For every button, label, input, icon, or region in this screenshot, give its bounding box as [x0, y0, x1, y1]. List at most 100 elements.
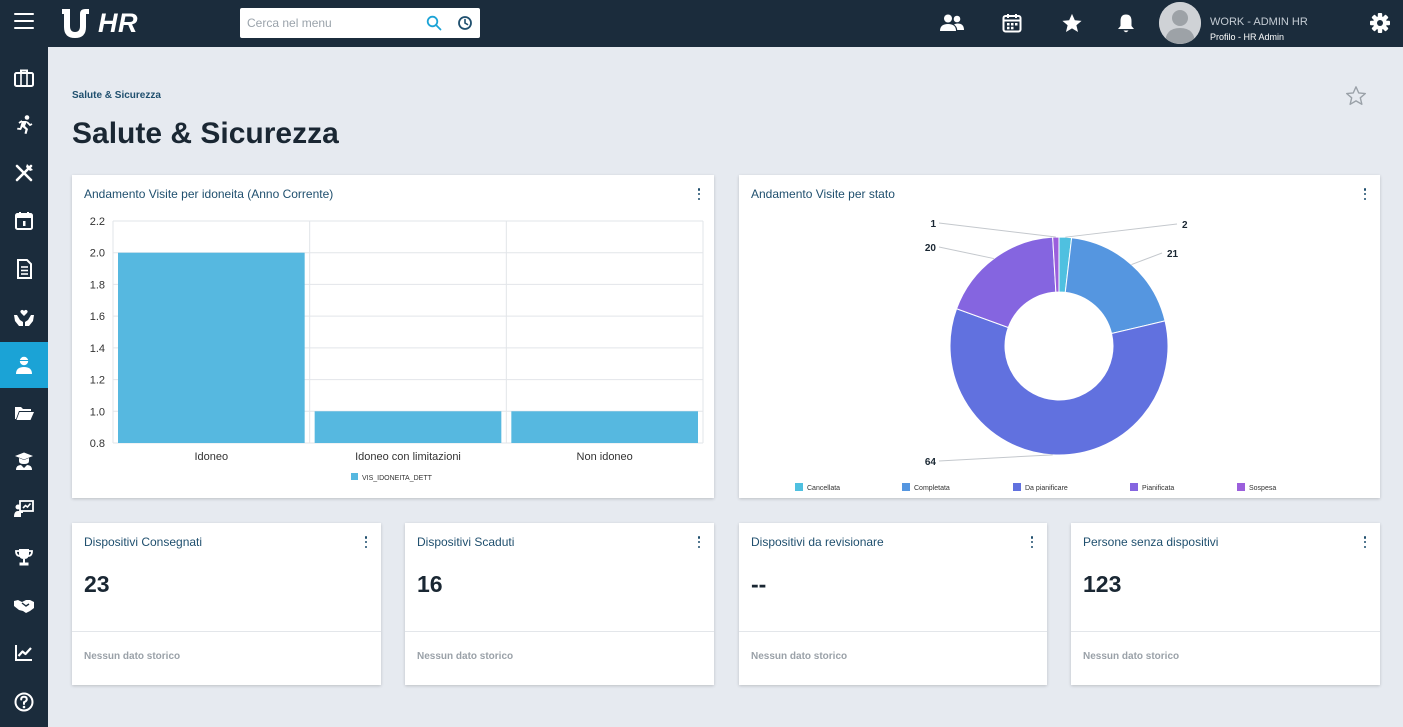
briefcase-icon[interactable]: [0, 55, 48, 101]
history-icon[interactable]: [457, 15, 473, 31]
bar[interactable]: [314, 411, 502, 443]
kebab-menu-icon[interactable]: [694, 187, 704, 201]
pie-slice[interactable]: [1052, 236, 1060, 293]
user-role: Profilo - HR Admin: [1210, 32, 1285, 42]
slice-value-label: 64: [925, 457, 937, 468]
leader-line: [1065, 223, 1178, 238]
card-title: Andamento Visite per idoneita (Anno Corr…: [84, 187, 334, 201]
app-name: HR: [98, 7, 138, 38]
slice-value-label: 21: [1167, 249, 1179, 260]
kpi-card: Dispositivi da revisionare -- Nessun dat…: [739, 523, 1047, 685]
presentation-icon[interactable]: [0, 486, 48, 532]
gear-icon[interactable]: [1369, 12, 1391, 34]
users-icon[interactable]: [940, 12, 964, 34]
donut-chart: 2 21 64 20 1 Cancellata Completata Da pianifica…: [795, 219, 1276, 492]
legend-swatch: [902, 483, 910, 491]
kpi-card: Dispositivi Scaduti 16 Nessun dato stori…: [405, 523, 714, 685]
leader-line: [938, 246, 995, 260]
hands-heart-icon[interactable]: [0, 294, 48, 340]
user-safety-icon[interactable]: [0, 342, 48, 388]
legend-swatch: [1130, 483, 1138, 491]
y-tick-label: 1.2: [90, 375, 105, 387]
y-tick-label: 0.8: [90, 438, 105, 450]
legend-label[interactable]: Da pianificare: [1025, 485, 1068, 492]
kpi-title: Dispositivi da revisionare: [751, 535, 884, 549]
kpi-footer: Nessun dato storico: [1083, 651, 1180, 662]
x-tick-label: Idoneo: [195, 451, 229, 463]
kpi-footer: Nessun dato storico: [751, 651, 848, 662]
bar-chart-card: Andamento Visite per idoneita (Anno Corr…: [72, 175, 714, 498]
y-tick-label: 1.0: [90, 406, 105, 418]
kebab-menu-icon[interactable]: [1360, 187, 1370, 201]
kebab-menu-icon[interactable]: [1027, 535, 1037, 549]
handshake-icon[interactable]: [0, 582, 48, 628]
pie-slice[interactable]: [1058, 236, 1073, 293]
legend-swatch: [795, 483, 803, 491]
menu-search-input[interactable]: [240, 8, 420, 38]
kpi-card: Dispositivi Consegnati 23 Nessun dato st…: [72, 523, 381, 685]
y-tick-label: 1.6: [90, 311, 105, 323]
favorite-star-icon[interactable]: [1345, 85, 1367, 107]
kebab-menu-icon[interactable]: [694, 535, 704, 549]
y-tick-label: 2.0: [90, 248, 105, 260]
kpi-title: Dispositivi Consegnati: [84, 535, 203, 549]
legend-swatch: [1013, 483, 1021, 491]
y-tick-label: 2.2: [90, 216, 105, 228]
graduate-icon[interactable]: [0, 438, 48, 484]
calendar-icon[interactable]: [1000, 12, 1024, 34]
bar-chart: 2.2 2.0 1.8 1.6 1.4 1.2 1.0 0.8 Idoneo Idoneo con…: [90, 216, 704, 482]
legend-label[interactable]: Completata: [914, 485, 950, 492]
star-icon[interactable]: [1060, 12, 1084, 34]
slice-value-label: 20: [925, 243, 937, 254]
kpi-card: Persone senza dispositivi 123 Nessun dat…: [1071, 523, 1380, 685]
menu-search: [240, 8, 480, 38]
page-title: Salute & Sicurezza: [72, 117, 339, 150]
app-logo[interactable]: HR: [58, 6, 138, 40]
card-title: Andamento Visite per stato: [751, 187, 895, 201]
folder-open-icon[interactable]: [0, 390, 48, 436]
y-tick-label: 1.4: [90, 343, 105, 355]
legend-label[interactable]: Pianificata: [1142, 485, 1174, 492]
legend-label[interactable]: Cancellata: [807, 485, 840, 492]
divider: [405, 631, 714, 632]
leader-line: [938, 222, 1056, 238]
slice-value-label: 1: [930, 219, 936, 230]
y-tick-label: 1.8: [90, 279, 105, 291]
user-name[interactable]: WORK - ADMIN HR: [1210, 16, 1308, 28]
x-tick-label: Idoneo con limitazioni: [355, 451, 461, 463]
menu-toggle-button[interactable]: [14, 13, 34, 33]
bar[interactable]: [118, 252, 305, 443]
help-icon[interactable]: [0, 679, 48, 725]
kpi-value: 123: [1083, 571, 1122, 597]
pie-slice[interactable]: [949, 308, 1169, 456]
kpi-value: --: [751, 571, 767, 597]
legend-label[interactable]: VIS_IDONEITA_DETT: [362, 475, 433, 482]
pie-slice[interactable]: [955, 236, 1057, 329]
sidebar: [0, 47, 48, 727]
trophy-icon[interactable]: [0, 534, 48, 580]
bell-icon[interactable]: [1114, 12, 1138, 34]
fork-knife-icon[interactable]: [0, 150, 48, 196]
avatar[interactable]: [1159, 2, 1201, 44]
kebab-menu-icon[interactable]: [1360, 535, 1370, 549]
running-person-icon[interactable]: [0, 102, 48, 148]
legend-swatch: [1237, 483, 1245, 491]
breadcrumb[interactable]: Salute & Sicurezza: [72, 90, 161, 101]
calendar-icon[interactable]: [0, 198, 48, 244]
top-bar: HR: [0, 0, 1403, 47]
divider: [72, 631, 381, 632]
document-icon[interactable]: [0, 246, 48, 292]
donut-chart-card: Andamento Visite per stato 2 21 64 20 1 Cance…: [739, 175, 1380, 498]
kpi-title: Dispositivi Scaduti: [417, 535, 515, 549]
search-icon[interactable]: [426, 15, 442, 31]
divider: [1071, 631, 1380, 632]
x-tick-label: Non idoneo: [577, 451, 633, 463]
legend-label[interactable]: Sospesa: [1249, 485, 1276, 492]
kpi-value: 23: [84, 571, 110, 597]
kebab-menu-icon[interactable]: [361, 535, 371, 549]
bar[interactable]: [511, 411, 698, 443]
pie-slice[interactable]: [1064, 237, 1166, 335]
kpi-footer: Nessun dato storico: [84, 651, 181, 662]
leader-line: [938, 454, 1053, 462]
chart-line-icon[interactable]: [0, 630, 48, 676]
